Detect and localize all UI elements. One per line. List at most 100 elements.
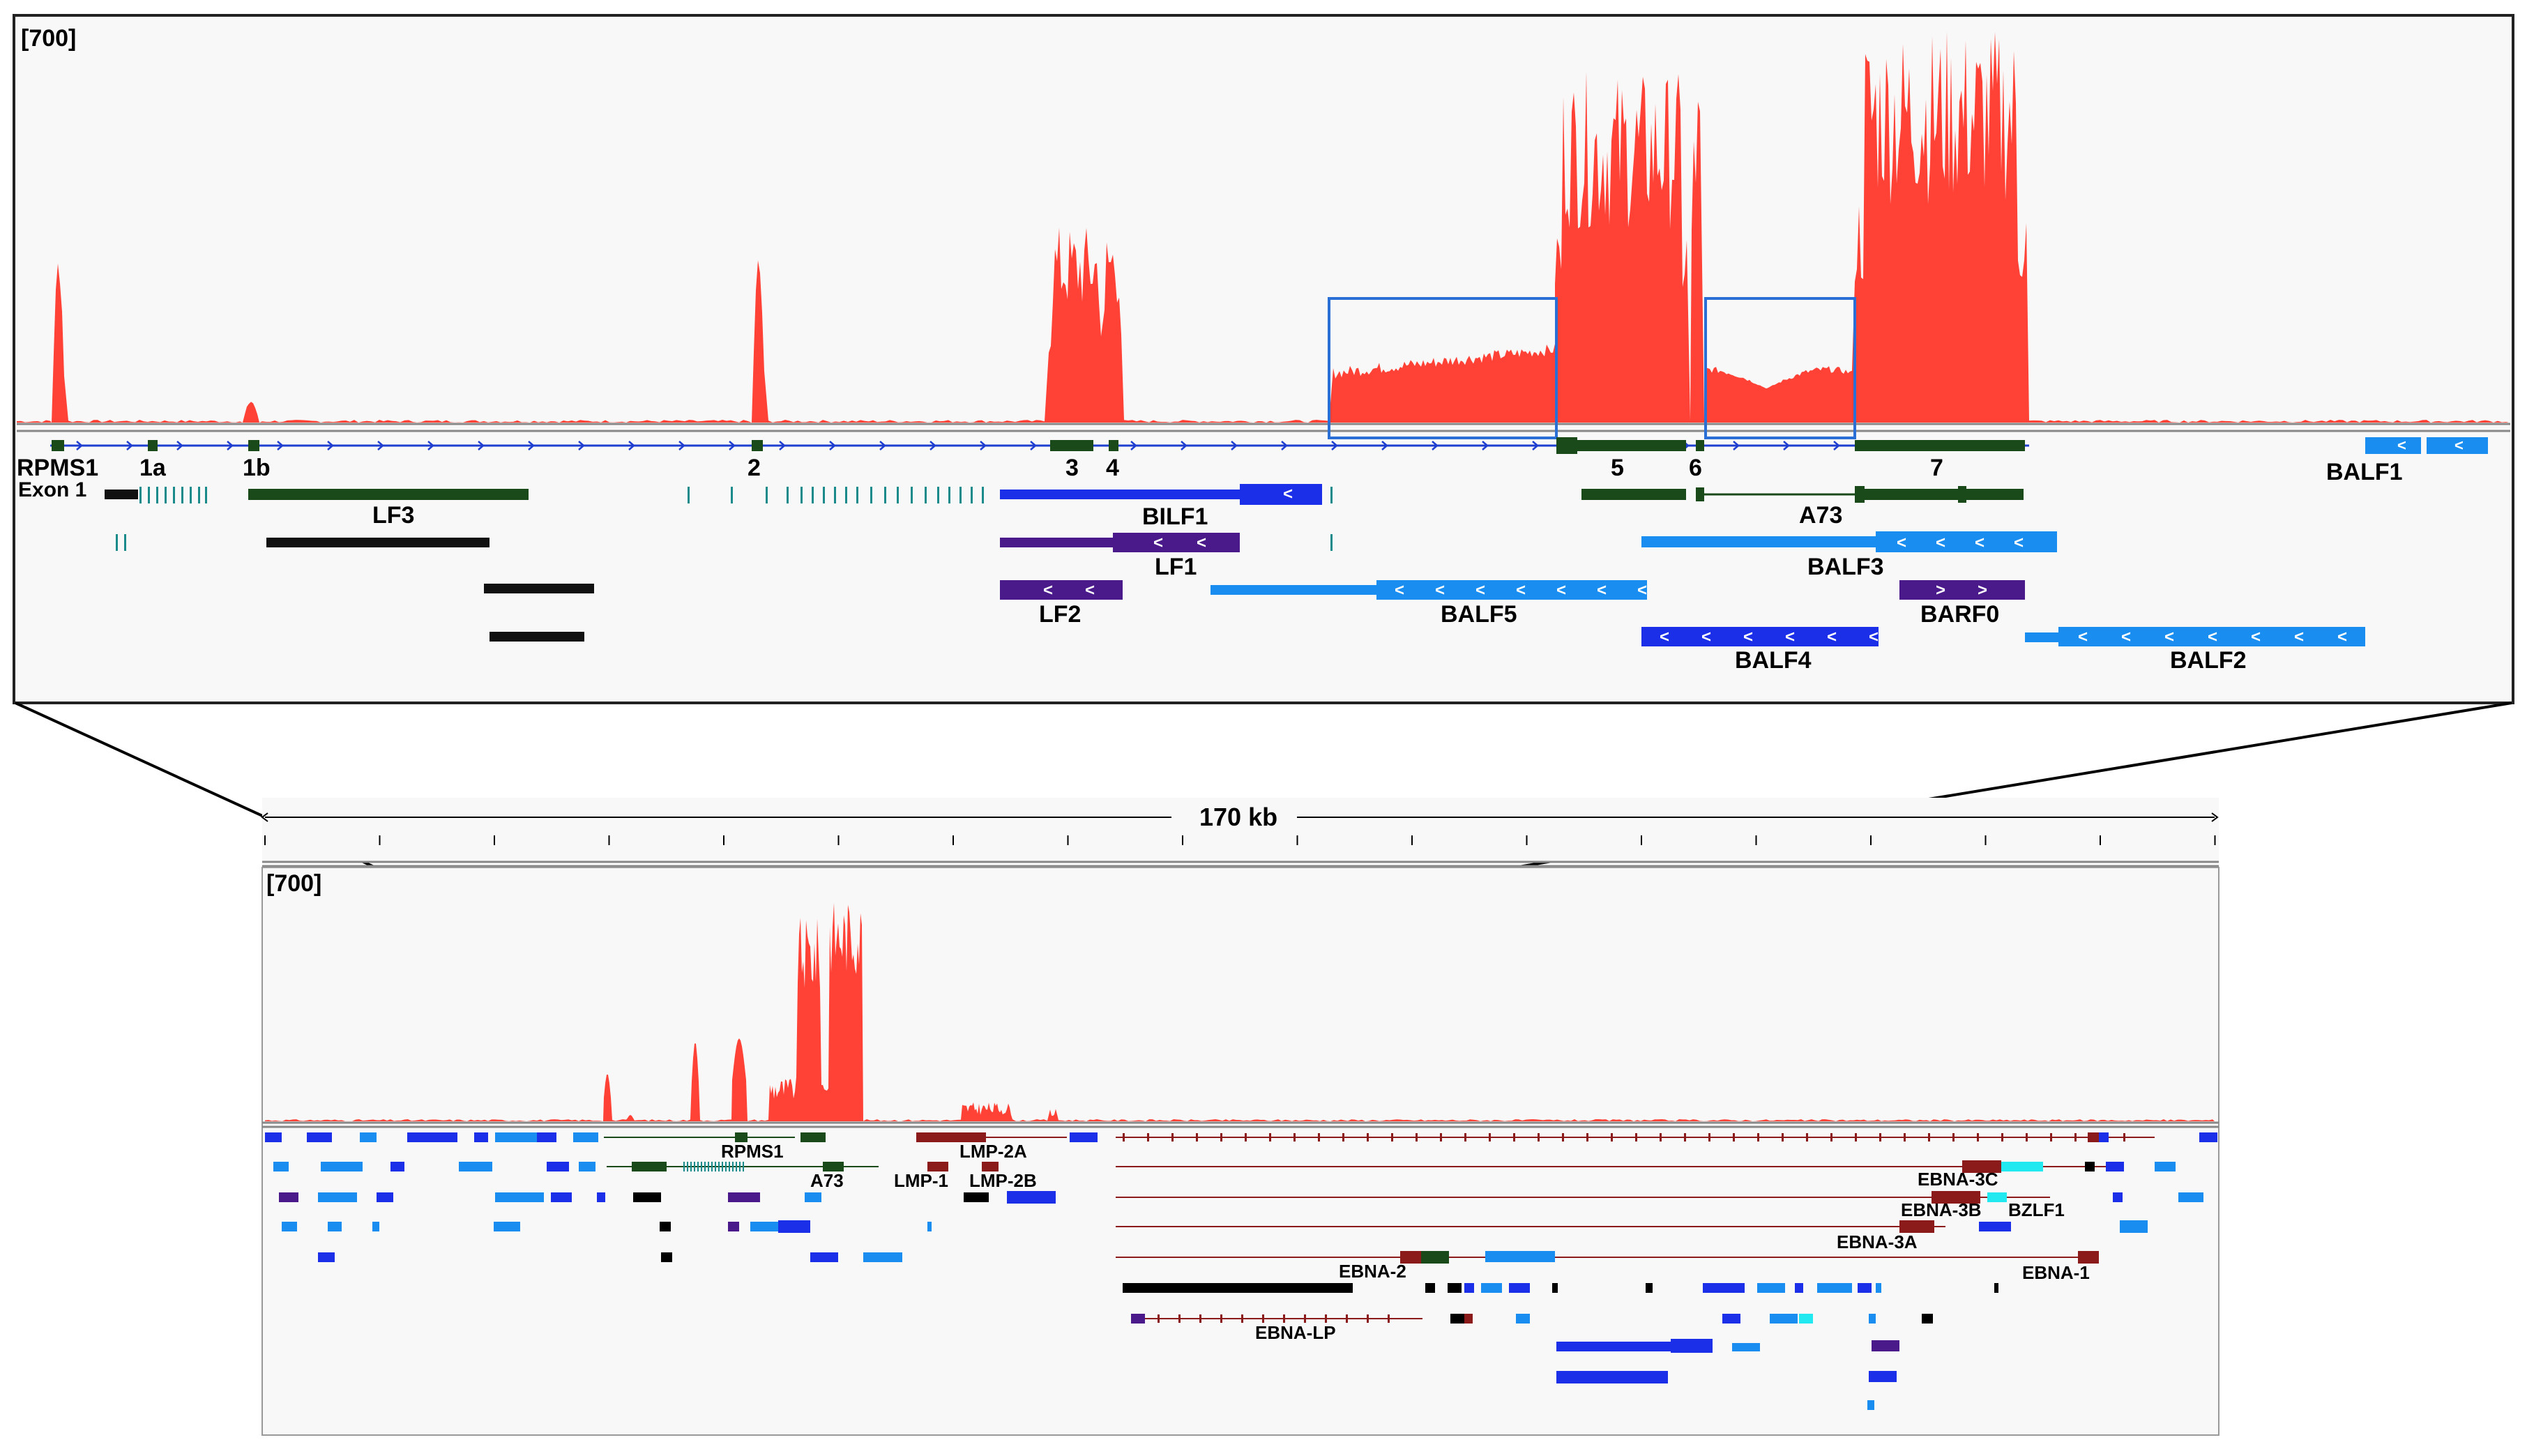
gene-block [372, 1222, 379, 1231]
exon-tick [181, 487, 183, 503]
exon-tick [1325, 1314, 1327, 1323]
strand-chevron: < [1395, 581, 1404, 600]
gene-block [494, 1222, 520, 1231]
gene-block [750, 1222, 778, 1231]
exon-tick [1147, 1133, 1149, 1142]
strand-chevron: < [1785, 628, 1795, 646]
exon-rpms1 [52, 440, 64, 451]
gene-block [579, 1162, 595, 1171]
label-b-lmp2a: LMP-2A [959, 1141, 1027, 1162]
exon-tick [704, 1162, 706, 1171]
exon-tick [1391, 1133, 1393, 1142]
gene-block [1922, 1314, 1933, 1324]
gene-block [495, 1192, 544, 1202]
gene-block [1646, 1283, 1653, 1293]
gene-bilf1: < BILF1 [1000, 484, 1322, 530]
strand-chevron [126, 441, 133, 450]
gene-lf1: < < LF1 [1000, 533, 1240, 580]
label-balf1: BALF1 [2326, 459, 2403, 485]
exon-tick [845, 487, 847, 503]
gene-block [927, 1222, 932, 1231]
label-exon-5: 5 [1611, 455, 1624, 481]
label-b-lmp2b: LMP-2B [969, 1170, 1037, 1191]
gene-block [964, 1192, 989, 1202]
bottom-scale-label: [700] [266, 870, 321, 897]
gene-block [863, 1252, 902, 1262]
strand-chevron: < [1975, 533, 1985, 552]
strand-chevron [277, 441, 284, 450]
gene-block [318, 1252, 335, 1262]
gene-block [1070, 1132, 1098, 1142]
strand-chevron: < [1869, 628, 1879, 646]
gene-ebna2 [1400, 1251, 1421, 1264]
label-b-ebna1: EBNA-1 [2022, 1262, 2090, 1283]
gene-block [1799, 1314, 1813, 1324]
gene-block [1757, 1283, 1785, 1293]
exon-tick [1977, 1133, 1979, 1142]
label-exon-4: 4 [1106, 455, 1119, 481]
gene-block [407, 1132, 457, 1142]
exon-tick [1830, 1133, 1832, 1142]
strand-chevron: < [2121, 628, 2131, 646]
gene-block [1481, 1283, 1502, 1293]
gene-block [2178, 1192, 2203, 1202]
exon-tick [1904, 1133, 1906, 1142]
bottom-panel: 170 kb [700] RPMS1 A73 LMP-2A LMP-1 LMP-… [261, 798, 2219, 1436]
highlight-box-intron-6-7 [1704, 297, 1856, 439]
strand-chevron: < [2014, 533, 2024, 552]
exon-tick [1611, 1133, 1613, 1142]
label-a73: A73 [1799, 502, 1842, 529]
svg-text:>: > [1936, 581, 1945, 600]
exon-tick [1416, 1133, 1418, 1142]
gene-block [1817, 1283, 1852, 1293]
exon-tick [718, 1162, 720, 1171]
gene-balf2: < < < < < < < BALF2 [2025, 627, 2365, 674]
gene-ebna3a [1899, 1220, 1934, 1233]
label-exon-1a: 1a [139, 455, 167, 481]
gene-block [1979, 1222, 2011, 1231]
label-lf1: LF1 [1155, 554, 1197, 580]
gene-block [279, 1192, 298, 1202]
gene-block [1464, 1314, 1473, 1324]
exon-tick [697, 1162, 699, 1171]
exon-tick [1635, 1133, 1637, 1142]
exon-tick [198, 487, 200, 503]
strand-chevron [478, 441, 485, 450]
exon-tick [971, 487, 973, 503]
gene-block [728, 1222, 739, 1231]
exon-tick [1269, 1133, 1271, 1142]
exon-tick [959, 487, 962, 503]
strand-chevron [1733, 441, 1740, 450]
gene-lmp2a [916, 1132, 986, 1142]
svg-text:<: < [1153, 533, 1163, 552]
gene-block [1994, 1283, 1998, 1293]
label-exon-3: 3 [1065, 455, 1079, 481]
exon-tick [687, 1162, 688, 1171]
strand-chevron [1281, 441, 1288, 450]
gene-block [321, 1162, 363, 1171]
exon-tick [766, 487, 768, 503]
exon-tick [1220, 1133, 1222, 1142]
exon-tick [2074, 1133, 2077, 1142]
gene-block [1448, 1283, 1462, 1293]
exon-tick [1806, 1133, 1808, 1142]
exon-tick [725, 1162, 727, 1171]
gene-block [661, 1252, 672, 1262]
bottom-panel-frame [261, 867, 2219, 1436]
exon-tick [736, 1162, 737, 1171]
exon-tick [156, 487, 158, 503]
teal-ticks-a [139, 487, 207, 503]
gene-lf3: LF3 [248, 489, 529, 529]
exon-tick [1660, 1133, 1662, 1142]
exon-2 [752, 440, 763, 451]
gene-block [2001, 1162, 2043, 1171]
gene-block [2155, 1162, 2176, 1171]
label-b-ebna3b: EBNA-3B [1901, 1199, 1982, 1220]
strand-chevron [1331, 441, 1338, 450]
gene-block [632, 1162, 667, 1171]
label-barf0: BARF0 [1920, 601, 1999, 628]
exon-tick [1367, 1133, 1369, 1142]
gene-block [1867, 1400, 1874, 1410]
gene-block [1425, 1283, 1435, 1293]
gene-block [273, 1162, 289, 1171]
